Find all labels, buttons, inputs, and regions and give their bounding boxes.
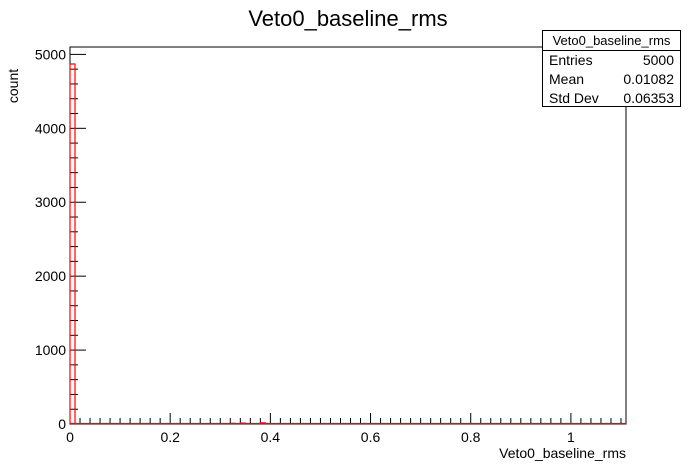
- stats-mean-value: 0.01082: [623, 71, 674, 87]
- histogram-bins: [69, 63, 626, 425]
- x-tick-label: 0.2: [160, 429, 180, 445]
- stats-row-entries: Entries 5000: [543, 51, 680, 70]
- stats-entries-value: 5000: [642, 52, 674, 68]
- histogram-bin: [229, 422, 236, 425]
- histogram-bin: [69, 63, 76, 424]
- x-axis-label: Veto0_baseline_rms: [499, 445, 626, 461]
- stats-entries-label: Entries: [549, 52, 593, 68]
- stats-stddev-label: Std Dev: [549, 90, 599, 106]
- x-tick-label: 0.4: [261, 429, 281, 445]
- y-tick-label: 2000: [35, 268, 66, 284]
- y-tick-label: 1000: [35, 342, 66, 358]
- histogram-bin: [239, 422, 246, 424]
- chart-title: Veto0_baseline_rms: [248, 6, 447, 31]
- stats-row-mean: Mean 0.01082: [543, 70, 680, 89]
- stats-mean-label: Mean: [549, 71, 585, 87]
- histogram-bin: [259, 422, 266, 424]
- stats-stddev-value: 0.06353: [623, 90, 674, 106]
- y-tick-label: 3000: [35, 194, 66, 210]
- y-tick-label: 0: [58, 416, 66, 432]
- stats-row-stddev: Std Dev 0.06353: [543, 89, 680, 108]
- y-axis: 0 1000 2000 3000 4000 5000: [35, 46, 86, 432]
- y-axis-label: count: [5, 69, 21, 103]
- x-tick-label: 0.6: [361, 429, 381, 445]
- x-tick-label: 0: [66, 429, 74, 445]
- x-axis: 0 0.2 0.4 0.6 0.8 1: [66, 413, 622, 445]
- y-tick-label: 5000: [35, 46, 66, 62]
- x-tick-label: 1: [567, 429, 575, 445]
- x-tick-label: 0.8: [461, 429, 481, 445]
- stats-title: Veto0_baseline_rms: [543, 31, 680, 51]
- stats-box: Veto0_baseline_rms Entries 5000 Mean 0.0…: [542, 30, 681, 107]
- y-tick-label: 4000: [35, 120, 66, 136]
